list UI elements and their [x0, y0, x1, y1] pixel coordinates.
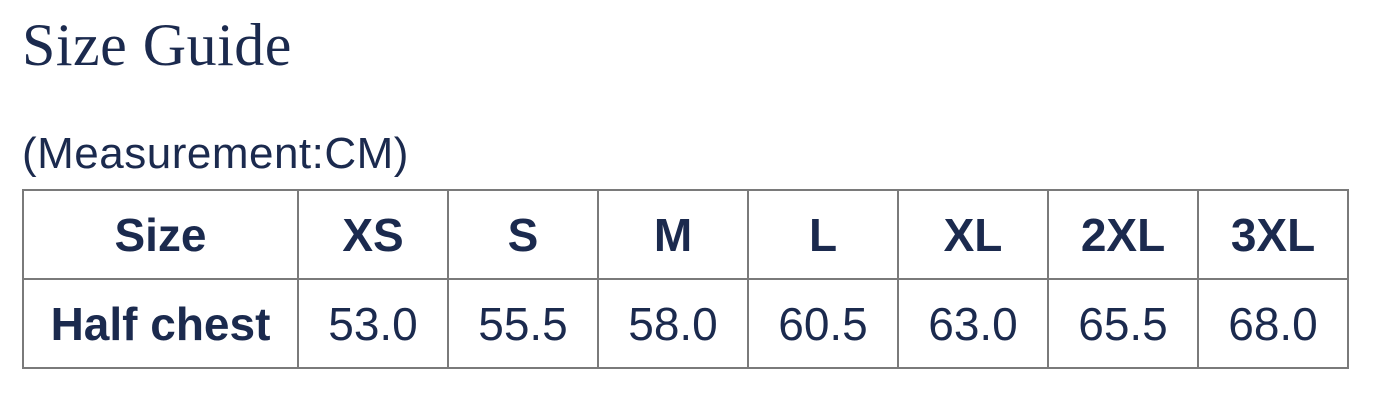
page-title: Size Guide [22, 12, 292, 78]
measurement-value-cell: 65.5 [1047, 278, 1199, 369]
row-label-cell: Half chest [22, 278, 299, 369]
table-row: Half chest 53.0 55.5 58.0 60.5 63.0 65.5 68.0 [22, 278, 1349, 369]
measurement-value-cell: 55.5 [447, 278, 599, 369]
size-guide-section: Size Guide (Measurement:CM) Size XS S M L XL 2… [22, 12, 1349, 369]
size-header-2xl: 2XL [1047, 189, 1199, 280]
size-table: Size XS S M L XL 2XL 3XL Half chest 53.0 55.5 58.0… [22, 189, 1349, 369]
size-header-xs: XS [297, 189, 449, 280]
measurement-value-cell: 68.0 [1197, 278, 1349, 369]
measurement-value-cell: 53.0 [297, 278, 449, 369]
measurement-value-cell: 60.5 [747, 278, 899, 369]
size-header-l: L [747, 189, 899, 280]
size-header-m: M [597, 189, 749, 280]
measurement-value-cell: 63.0 [897, 278, 1049, 369]
size-header-s: S [447, 189, 599, 280]
size-column-header: Size [22, 189, 299, 280]
size-header-xl: XL [897, 189, 1049, 280]
size-header-3xl: 3XL [1197, 189, 1349, 280]
measurement-value-cell: 58.0 [597, 278, 749, 369]
size-table-body: Half chest 53.0 55.5 58.0 60.5 63.0 65.5 68.0 [22, 278, 1349, 369]
size-table-header-row: Size XS S M L XL 2XL 3XL [22, 189, 1349, 280]
measurement-unit-label: (Measurement:CM) [22, 129, 409, 178]
